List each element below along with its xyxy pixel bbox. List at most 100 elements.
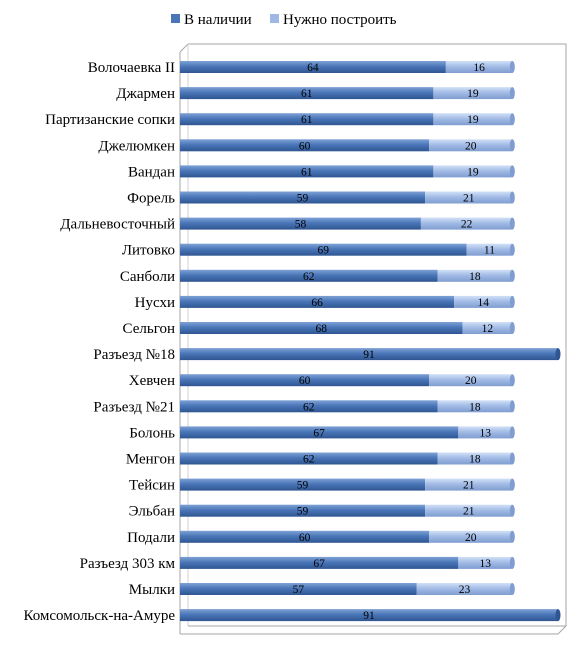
category-label: Нусхи bbox=[135, 295, 175, 311]
bar-row bbox=[180, 400, 515, 413]
value-label-to-build: 19 bbox=[467, 114, 479, 126]
bar-row bbox=[180, 139, 515, 152]
bar-segment-in-stock bbox=[180, 191, 426, 204]
bar-row bbox=[180, 295, 515, 308]
bar-end-cap bbox=[509, 452, 515, 465]
bar-segment-in-stock bbox=[180, 243, 467, 256]
bar-end-cap bbox=[509, 61, 515, 73]
category-label: Разъезд 303 км bbox=[80, 556, 176, 572]
legend-swatch-in-stock bbox=[171, 14, 180, 23]
legend-label-to-build: Нужно построить bbox=[283, 12, 397, 28]
value-label-to-build: 12 bbox=[482, 323, 494, 335]
category-label: Болонь bbox=[129, 425, 175, 441]
value-label-in-stock: 64 bbox=[307, 62, 319, 74]
bar-row bbox=[180, 61, 515, 73]
category-label: Мылки bbox=[129, 582, 175, 598]
bar-segment-to-build bbox=[433, 165, 513, 178]
bar-segment-in-stock bbox=[180, 113, 434, 126]
plot-frame bbox=[179, 43, 567, 635]
value-label-in-stock: 57 bbox=[293, 584, 305, 596]
bar-end-cap bbox=[509, 400, 515, 413]
value-label-in-stock: 61 bbox=[301, 88, 313, 100]
bar-row bbox=[180, 426, 515, 439]
bar-segment-to-build bbox=[429, 374, 513, 387]
bar-segment-in-stock bbox=[180, 322, 463, 334]
bar-end-cap bbox=[555, 609, 561, 622]
bar-end-cap bbox=[509, 269, 515, 282]
bar-row bbox=[180, 348, 561, 361]
value-label-in-stock: 60 bbox=[299, 375, 311, 387]
value-label-in-stock: 68 bbox=[315, 323, 327, 335]
category-label: Менгон bbox=[126, 452, 175, 468]
value-label-to-build: 19 bbox=[467, 88, 479, 100]
bar-end-cap bbox=[509, 530, 515, 543]
bar-row bbox=[180, 269, 515, 282]
category-label: Джелюмкен bbox=[98, 138, 175, 154]
category-label: Эльбан bbox=[129, 504, 175, 520]
bar-segment-to-build bbox=[420, 217, 513, 230]
category-label: Санболи bbox=[120, 269, 175, 285]
bar-segment-in-stock bbox=[180, 269, 438, 282]
bar-segment-in-stock bbox=[180, 87, 434, 100]
bar-segment-in-stock bbox=[180, 61, 446, 73]
value-label-to-build: 23 bbox=[459, 584, 471, 596]
bar-row bbox=[180, 609, 561, 622]
category-label: Хевчен bbox=[129, 373, 175, 389]
value-label-to-build: 18 bbox=[469, 454, 481, 466]
value-label-to-build: 11 bbox=[484, 245, 495, 257]
value-label-in-stock: 61 bbox=[301, 166, 313, 178]
category-label: Волочаевка II bbox=[88, 60, 175, 76]
category-label: Партизанские сопки bbox=[45, 112, 175, 128]
value-label-in-stock: 58 bbox=[295, 219, 307, 231]
depth-edge-top bbox=[179, 43, 189, 53]
value-label-in-stock: 67 bbox=[313, 427, 325, 439]
bar-segment-to-build bbox=[425, 504, 513, 517]
bar-segment-to-build bbox=[437, 452, 513, 465]
value-label-in-stock: 62 bbox=[303, 401, 315, 413]
value-label-in-stock: 66 bbox=[311, 297, 323, 309]
bar-segment-to-build bbox=[429, 530, 513, 543]
category-label: Дальневосточный bbox=[60, 217, 175, 233]
bar-segment-in-stock bbox=[180, 139, 430, 152]
bar-segment-in-stock bbox=[180, 452, 438, 465]
value-label-in-stock: 59 bbox=[297, 480, 309, 492]
bar-end-cap bbox=[509, 243, 515, 256]
bar-segment-in-stock bbox=[180, 504, 426, 517]
bar-segment-in-stock bbox=[180, 348, 558, 361]
bar-row bbox=[180, 113, 515, 126]
bar-segment-to-build bbox=[458, 426, 513, 439]
value-label-to-build: 18 bbox=[469, 271, 481, 283]
bar-row bbox=[180, 478, 515, 491]
value-label-to-build: 13 bbox=[480, 558, 492, 570]
bar-segment-to-build bbox=[466, 243, 513, 256]
category-labels: Волочаевка II Джармен Партизанские сопки Дж… bbox=[23, 60, 175, 624]
bar-segment-in-stock bbox=[180, 478, 426, 491]
bar-row bbox=[180, 374, 515, 387]
bar-row bbox=[180, 322, 515, 334]
legend-item-in-stock: В наличии bbox=[171, 12, 252, 28]
category-label: Подали bbox=[127, 530, 175, 546]
value-label-in-stock: 67 bbox=[313, 558, 325, 570]
value-label-in-stock: 60 bbox=[299, 532, 311, 544]
bar-segment-to-build bbox=[425, 191, 513, 204]
value-label-in-stock: 62 bbox=[303, 454, 315, 466]
legend-item-to-build: Нужно построить bbox=[270, 12, 397, 28]
bar-segment-to-build bbox=[433, 87, 513, 100]
bar-row bbox=[180, 504, 515, 517]
bar-end-cap bbox=[509, 139, 515, 152]
category-label: Вандан bbox=[128, 164, 175, 180]
bar-end-cap bbox=[509, 165, 515, 178]
value-label-in-stock: 59 bbox=[297, 506, 309, 518]
bar-end-cap bbox=[509, 426, 515, 439]
bar-end-cap bbox=[509, 322, 515, 334]
value-label-to-build: 16 bbox=[473, 62, 485, 74]
value-label-to-build: 18 bbox=[469, 401, 481, 413]
bar-segment-to-build bbox=[429, 139, 513, 152]
back-wall-frame bbox=[188, 43, 567, 626]
bar-segment-in-stock bbox=[180, 400, 438, 413]
bar-row bbox=[180, 87, 515, 100]
legend-swatch-to-build bbox=[270, 14, 279, 23]
bar-row bbox=[180, 243, 515, 256]
value-label-in-stock: 91 bbox=[363, 610, 375, 622]
